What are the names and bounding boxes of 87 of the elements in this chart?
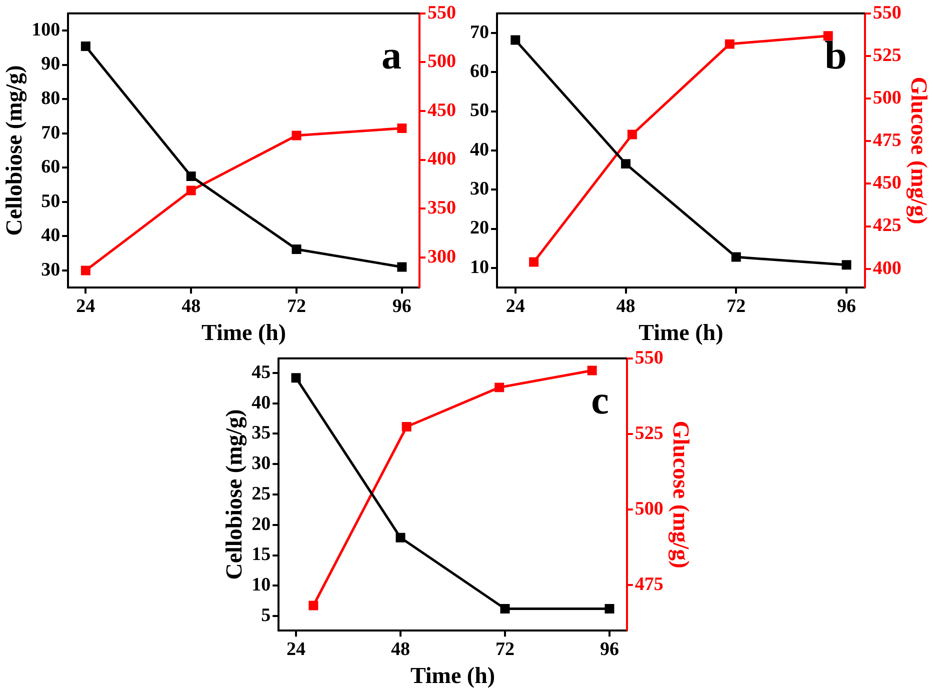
y2-tick-label: 500	[634, 498, 664, 520]
y2-tick-label: 400	[428, 148, 456, 170]
x-tick-label: 24	[506, 296, 526, 317]
y2-tick-label: 525	[634, 422, 664, 444]
point	[494, 382, 504, 392]
y-tick-label: 50	[41, 190, 60, 212]
point	[627, 130, 637, 140]
point	[500, 604, 510, 614]
y-tick-label: 10	[252, 574, 271, 596]
point	[724, 39, 734, 49]
point	[291, 373, 301, 383]
point	[397, 124, 407, 133]
y2-tick-label: 450	[428, 100, 456, 121]
y-tick-label: 15	[252, 544, 271, 566]
y-tick-label: 90	[41, 54, 60, 75]
y-tick-label: 100	[32, 19, 60, 40]
y-axis-title: Cellobiose (mg/g)	[2, 65, 28, 236]
x-tick-label: 72	[287, 296, 306, 317]
x-tick-label: 96	[392, 296, 412, 317]
point	[308, 600, 318, 610]
y-axis-title: Cellobiose (mg/g)	[222, 409, 248, 580]
y2-tick-label: 475	[872, 130, 902, 152]
y-tick-label: 40	[41, 225, 60, 246]
y-tick-label: 80	[41, 88, 60, 109]
point	[587, 366, 597, 376]
annotation: c	[591, 378, 609, 423]
point	[731, 252, 741, 262]
point	[80, 42, 90, 52]
y-tick-label: 45	[252, 362, 271, 383]
y-tick-label: 25	[252, 483, 271, 504]
x-tick-label: 96	[600, 638, 619, 660]
x-tick-label: 24	[286, 638, 306, 660]
y-tick-label: 5	[261, 604, 271, 626]
point	[292, 244, 302, 254]
y-tick-label: 40	[470, 139, 489, 160]
point	[529, 257, 539, 267]
y2-tick-label: 350	[428, 197, 456, 218]
point	[186, 186, 196, 196]
y2-axis-title: Glucose (mg/g)	[905, 76, 932, 224]
annotation: a	[382, 32, 402, 78]
y2-tick-label: 425	[872, 215, 902, 236]
y2-tick-label: 550	[428, 2, 456, 24]
y2-tick-label: 300	[428, 246, 456, 268]
y-tick-label: 60	[470, 61, 489, 82]
point	[604, 604, 614, 614]
point	[80, 266, 90, 276]
y2-tick-label: 550	[634, 347, 664, 368]
x-tick-label: 72	[726, 296, 746, 317]
y2-tick-label: 400	[872, 258, 902, 279]
x-axis-title: Time (h)	[202, 320, 286, 346]
y-tick-label: 30	[252, 453, 271, 474]
x-tick-label: 96	[837, 296, 856, 317]
y2-tick-label: 550	[872, 2, 902, 24]
y-tick-label: 30	[41, 259, 60, 280]
point	[402, 422, 412, 432]
point	[292, 130, 302, 140]
x-axis-title: Time (h)	[638, 320, 724, 346]
y-tick-label: 30	[470, 178, 489, 200]
y-tick-label: 35	[252, 422, 271, 444]
x-tick-label: 48	[182, 296, 201, 317]
y-tick-label: 50	[470, 100, 489, 122]
y2-axis-title: Glucose (mg/g)	[667, 420, 694, 568]
annotation: b	[824, 32, 847, 78]
point	[510, 35, 520, 45]
y-tick-label: 70	[470, 22, 489, 43]
point	[842, 260, 852, 270]
x-tick-label: 24	[76, 296, 96, 317]
y-tick-label: 20	[252, 514, 271, 535]
y-tick-label: 70	[41, 122, 60, 144]
y-tick-label: 40	[252, 392, 271, 414]
point	[823, 31, 833, 41]
y2-tick-label: 450	[872, 172, 902, 194]
x-tick-label: 72	[495, 638, 514, 660]
point	[397, 262, 407, 272]
x-axis-title: Time (h)	[410, 663, 496, 688]
y-tick-label: 10	[470, 256, 489, 278]
x-tick-label: 48	[391, 638, 410, 660]
y2-tick-label: 525	[872, 44, 902, 66]
point	[396, 532, 406, 542]
point	[621, 159, 631, 169]
y2-tick-label: 475	[634, 574, 664, 596]
y-tick-label: 20	[470, 218, 489, 239]
point	[186, 171, 196, 181]
y2-tick-label: 500	[872, 87, 902, 108]
y-tick-label: 60	[41, 156, 60, 178]
x-tick-label: 48	[616, 296, 636, 317]
y2-tick-label: 500	[428, 51, 456, 72]
